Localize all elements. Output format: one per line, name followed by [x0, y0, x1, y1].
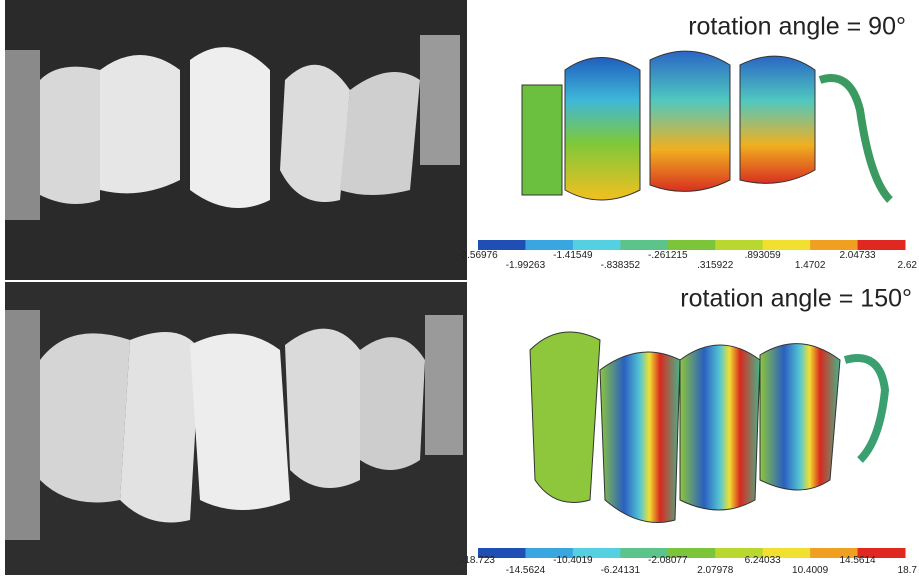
photo-bottom [5, 282, 467, 575]
colorbar-label: 18.7 [898, 565, 918, 576]
colorbar-label: .315922 [697, 260, 734, 271]
colorbar-label: -10.4019 [553, 555, 593, 566]
colorbar-segment [573, 240, 621, 250]
colorbar-label: -2.56976 [458, 250, 498, 261]
colorbar-segment [810, 240, 858, 250]
colorbar-label: 2.04733 [839, 250, 876, 261]
colorbar-label: 2.62 [898, 260, 918, 271]
figure: rotation angle = 90° rotation angle = 15… [0, 0, 919, 580]
colorbar-label: -1.41549 [553, 250, 593, 261]
colorbar-label: 2.07978 [697, 565, 734, 576]
colorbar-segment [478, 240, 526, 250]
photo-top [5, 0, 467, 280]
simulation-top [522, 51, 890, 200]
colorbar-label: -18.723 [461, 555, 495, 566]
colorbar-label: .893059 [745, 250, 782, 261]
simulation-bottom [530, 332, 885, 523]
colorbar-segment [763, 240, 811, 250]
colorbar-segment [715, 240, 763, 250]
panel-label: rotation angle = 90° [688, 13, 906, 41]
colorbar-segment [668, 240, 716, 250]
colorbar-segment [620, 240, 668, 250]
colorbar-label: -14.5624 [506, 565, 546, 576]
colorbar-label: -2.08077 [648, 555, 688, 566]
colorbar-label: -.261215 [648, 250, 688, 261]
colorbar-segment [858, 240, 906, 250]
colorbar-label: 6.24033 [745, 555, 782, 566]
colorbar-segment [525, 240, 573, 250]
colorbar-label: -1.99263 [506, 260, 546, 271]
colorbar-label: -.838352 [601, 260, 641, 271]
colorbar-label: -6.24131 [601, 565, 641, 576]
colorbar-label: 14.5614 [839, 555, 876, 566]
colorbar-label: 10.4009 [792, 565, 829, 576]
colorbar-label: 1.4702 [795, 260, 826, 271]
panel-label: rotation angle = 150° [680, 285, 912, 313]
